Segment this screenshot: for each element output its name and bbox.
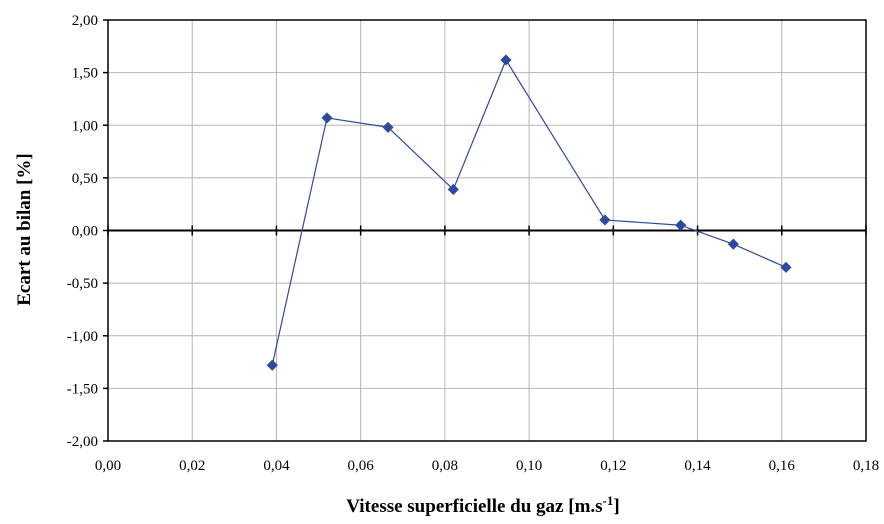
x-tick-label: 0,10 xyxy=(516,458,542,474)
data-point-marker xyxy=(266,359,278,371)
x-axis-title-superscript: -1 xyxy=(603,493,614,508)
y-tick-label: -1,50 xyxy=(67,381,98,397)
y-tick-label: 1,00 xyxy=(72,118,98,134)
y-tick-label: 0,00 xyxy=(72,224,98,240)
y-tick-label: -1,00 xyxy=(67,329,98,345)
y-axis-title: Ecart au bilan [%] xyxy=(14,153,35,306)
x-axis-title-end: ] xyxy=(613,496,619,517)
x-tick-label: 0,08 xyxy=(432,458,458,474)
x-axis-title-main: Vitesse superficielle du gaz [m.s xyxy=(346,496,602,517)
x-tick-label: 0,14 xyxy=(684,458,711,474)
x-tick-label: 0,00 xyxy=(95,458,121,474)
data-point-marker xyxy=(675,219,687,231)
y-tick-label: 0,50 xyxy=(72,171,98,187)
data-point-marker xyxy=(321,112,333,124)
x-tick-label: 0,04 xyxy=(263,458,290,474)
y-tick-label: 2,00 xyxy=(72,13,98,29)
data-point-marker xyxy=(382,121,394,133)
y-tick-label: -0,50 xyxy=(67,276,98,292)
data-point-marker xyxy=(500,54,512,66)
data-point-marker xyxy=(447,183,459,196)
data-point-marker xyxy=(727,238,739,250)
x-axis-title: Vitesse superficielle du gaz [m.s-1] xyxy=(346,493,619,518)
x-axis-tick-labels: 0,00 0,02 0,04 0,06 0,08 0,10 0,12 0,14 0,16 0,18 xyxy=(95,458,879,474)
data-point-marker xyxy=(780,261,792,273)
x-tick-label: 0,06 xyxy=(348,458,375,474)
x-tick-label: 0,12 xyxy=(600,458,626,474)
x-tick-label: 0,02 xyxy=(179,458,205,474)
y-axis-tick-labels: 2,00 1,50 1,00 0,50 0,00 -0,50 -1,00 -1,50 -2,00 xyxy=(67,13,98,450)
y-tick-label: 1,50 xyxy=(72,66,98,82)
x-tick-label: 0,16 xyxy=(769,458,796,474)
x-tick-label: 0,18 xyxy=(853,458,879,474)
data-series xyxy=(266,54,792,371)
zero-axis xyxy=(103,19,867,442)
y-tick-label: -2,00 xyxy=(67,434,98,450)
data-point-marker xyxy=(599,214,611,226)
